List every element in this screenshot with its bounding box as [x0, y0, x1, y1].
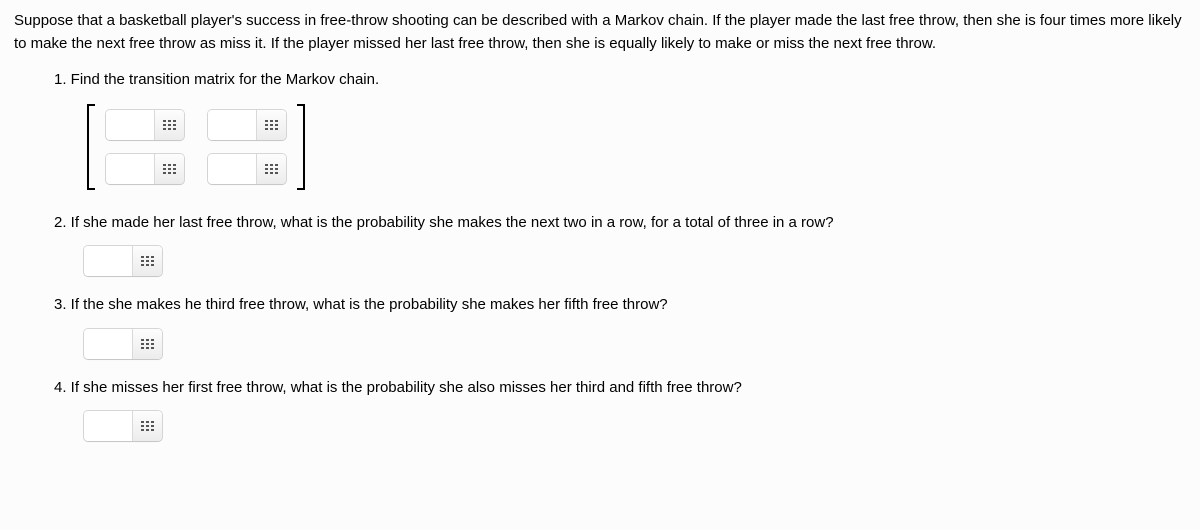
keypad-button[interactable] — [256, 110, 286, 140]
question-2-text: 2. If she made her last free throw, what… — [54, 212, 1186, 235]
matrix-right-bracket — [298, 104, 308, 190]
answer-2-input[interactable] — [84, 246, 132, 276]
answer-3-input[interactable] — [84, 329, 132, 359]
transition-matrix — [54, 104, 1186, 190]
question-4-text: 4. If she misses her first free throw, w… — [54, 377, 1186, 400]
matrix-input-1-1[interactable] — [208, 154, 256, 184]
keypad-icon — [163, 164, 177, 174]
keypad-button[interactable] — [256, 154, 286, 184]
keypad-icon — [265, 120, 279, 130]
matrix-cell-0-0 — [106, 110, 184, 140]
matrix-cell-1-1 — [208, 154, 286, 184]
matrix-cell-0-1 — [208, 110, 286, 140]
matrix-cell-1-0 — [106, 154, 184, 184]
keypad-icon — [163, 120, 177, 130]
keypad-icon — [265, 164, 279, 174]
problem-intro: Suppose that a basketball player's succe… — [14, 10, 1186, 55]
answer-3-group — [84, 329, 162, 359]
question-1-text: 1. Find the transition matrix for the Ma… — [54, 69, 1186, 92]
matrix-input-0-0[interactable] — [106, 110, 154, 140]
keypad-icon — [141, 339, 155, 349]
question-1-block: 1. Find the transition matrix for the Ma… — [14, 69, 1186, 441]
matrix-input-0-1[interactable] — [208, 110, 256, 140]
answer-2-group — [84, 246, 162, 276]
question-3-text: 3. If the she makes he third free throw,… — [54, 294, 1186, 317]
keypad-button[interactable] — [154, 154, 184, 184]
keypad-button[interactable] — [132, 329, 162, 359]
keypad-button[interactable] — [154, 110, 184, 140]
matrix-input-1-0[interactable] — [106, 154, 154, 184]
keypad-icon — [141, 256, 155, 266]
matrix-left-bracket — [84, 104, 94, 190]
keypad-button[interactable] — [132, 411, 162, 441]
answer-4-input[interactable] — [84, 411, 132, 441]
keypad-icon — [141, 421, 155, 431]
keypad-button[interactable] — [132, 246, 162, 276]
answer-4-group — [84, 411, 162, 441]
